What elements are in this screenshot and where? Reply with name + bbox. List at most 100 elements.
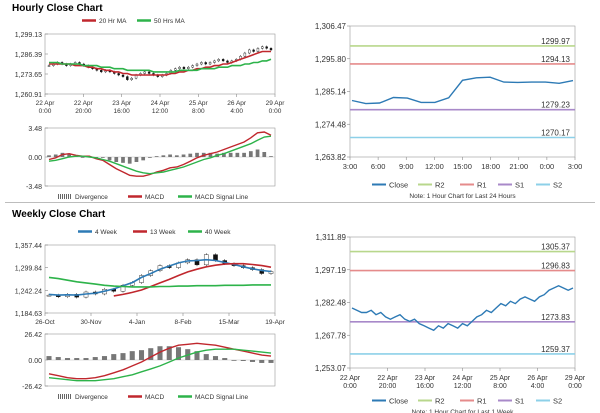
x-tick-label: 15:00 <box>453 162 472 171</box>
y-tick-label: 26.42 <box>24 332 42 339</box>
divergence-bar <box>161 155 166 157</box>
legend-entry: 13 Week <box>150 229 176 236</box>
hourly-macd-chart: 3.48 0.00 -3.48 Divergence MACD MACD Signal L… <box>26 126 276 201</box>
legend-entry: MACD <box>145 194 164 201</box>
x-tick-label: 21:00 <box>509 162 528 171</box>
divergence-bar <box>259 360 265 363</box>
candle <box>143 71 146 74</box>
divergence-bar <box>222 152 226 157</box>
y-tick-label: 1,311.89 <box>315 233 346 242</box>
x-tick-label: 0:00 <box>39 108 52 114</box>
x-tick-label: 22 Apr <box>74 100 94 107</box>
y-tick-label: 0.00 <box>28 358 42 365</box>
divergence-bar <box>208 152 213 157</box>
divergence-bar <box>141 157 146 161</box>
divergence-bar <box>148 157 152 158</box>
candle <box>269 48 273 51</box>
y-tick-label: 1,299.84 <box>15 266 42 273</box>
candle <box>217 59 220 62</box>
x-tick-label: 15-Mar <box>219 319 240 325</box>
divergence-bar <box>101 356 108 360</box>
x-tick-label: 16:00 <box>416 383 434 390</box>
macd-signal-line <box>48 135 272 175</box>
legend-swatch <box>58 394 72 399</box>
x-tick-label: 20:00 <box>379 383 397 390</box>
pivot-label-r2: 1299.97 <box>541 37 570 46</box>
x-tick-label: 12:00 <box>425 162 444 171</box>
x-tick-label: 0:00 <box>343 383 357 390</box>
x-tick-label: 23 Apr <box>112 100 132 107</box>
x-tick-label: 29 Apr <box>266 100 286 107</box>
legend-entry: Divergence <box>75 194 108 201</box>
legend-entry: R1 <box>477 397 487 406</box>
pivot-label-r1: 1296.83 <box>541 262 570 271</box>
divergence-bar <box>168 154 172 157</box>
divergence-bar <box>134 157 139 162</box>
x-tick-label: 8:00 <box>493 383 507 390</box>
ma13-line <box>113 262 272 297</box>
legend-entry: S1 <box>515 397 524 406</box>
x-tick-label: 26 Apr <box>227 100 247 107</box>
candle <box>256 48 260 52</box>
divergence-bar <box>46 356 52 360</box>
divergence-bar <box>120 353 126 360</box>
section-divider <box>5 202 595 203</box>
x-tick-label: 0:00 <box>269 108 282 114</box>
divergence-bar <box>121 157 125 163</box>
divergence-bar <box>188 153 193 157</box>
divergence-bar <box>127 157 132 164</box>
candle <box>204 62 207 65</box>
close-line <box>351 285 574 332</box>
y-tick-label: 1,242.24 <box>15 288 42 295</box>
divergence-bar <box>92 357 98 360</box>
y-tick-label: 1,274.48 <box>315 120 347 129</box>
y-tick-label: -3.48 <box>26 184 42 191</box>
divergence-bar <box>80 157 85 158</box>
pivot-label-s1: 1279.23 <box>541 101 570 110</box>
divergence-bar <box>114 157 119 162</box>
divergence-bar <box>83 358 89 360</box>
ma50-line <box>49 58 272 73</box>
divergence-bar <box>235 152 240 157</box>
candle <box>126 76 129 80</box>
candle <box>200 62 203 65</box>
candle <box>100 70 103 73</box>
y-tick-label: 3.48 <box>28 126 42 133</box>
hourly-section-title: Hourly Close Chart <box>12 3 103 14</box>
y-tick-label: 1,286.39 <box>15 52 42 59</box>
x-tick-label: 20:00 <box>75 108 92 114</box>
ma40-line <box>48 276 271 288</box>
x-tick-label: 4:00 <box>230 108 243 114</box>
legend-entry: 50 Hrs MA <box>154 18 185 25</box>
weekly-macd-chart: 26.42 0.00 -26.42 Divergence MACD MACD Signal… <box>22 332 276 401</box>
candle <box>261 46 264 49</box>
divergence-bar <box>240 360 246 361</box>
candle <box>191 65 194 68</box>
divergence-bar <box>111 354 117 360</box>
candle <box>213 60 216 63</box>
divergence-bar <box>166 346 172 360</box>
hourly-close-chart: 1,306.47 1,295.80 1,285.14 1,274.48 1,263.82… <box>315 22 583 200</box>
divergence-bar <box>255 149 260 157</box>
x-tick-label: 8:00 <box>192 108 205 114</box>
x-tick-label: 4:00 <box>531 383 545 390</box>
divergence-bar <box>175 347 182 360</box>
divergence-bar <box>53 154 58 157</box>
divergence-bar <box>148 348 154 360</box>
candle <box>268 271 274 274</box>
divergence-bar <box>138 350 145 360</box>
y-tick-label: 1,299.13 <box>15 32 42 39</box>
x-tick-label: 24 Apr <box>452 375 473 382</box>
x-tick-label: 19-Apr <box>265 319 285 325</box>
divergence-bar <box>228 152 233 157</box>
divergence-bar <box>47 155 51 157</box>
x-tick-label: 26-Oct <box>35 319 55 325</box>
legend-entry: Divergence <box>75 394 108 401</box>
x-tick-label: 3:00 <box>568 162 583 171</box>
y-tick-label: 1,273.65 <box>15 72 42 79</box>
candle <box>243 52 247 57</box>
divergence-bar <box>248 151 253 157</box>
